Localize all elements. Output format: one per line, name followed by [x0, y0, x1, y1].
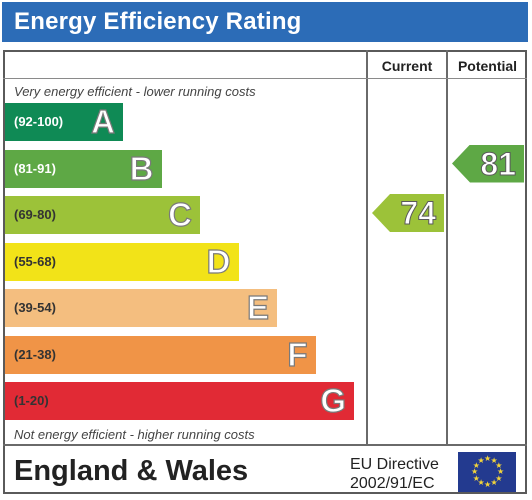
flag-star-icon: ★: [484, 454, 492, 463]
band-range-label: (21-38): [14, 346, 56, 362]
band-range-label: (55-68): [14, 253, 56, 269]
eu-directive-text: EU Directive 2002/91/EC: [350, 455, 439, 493]
note-bottom: Not energy efficient - higher running co…: [14, 427, 255, 442]
footer-divider: [3, 444, 527, 446]
current-rating-arrow: 74: [372, 194, 444, 232]
flag-star-icon: ★: [495, 473, 503, 483]
band-letter: D: [206, 242, 231, 280]
potential-rating-value: 81: [480, 145, 517, 182]
flag-star-icon: ★: [484, 480, 492, 489]
column-divider-current: [366, 50, 368, 445]
band-c: (69-80) C: [5, 195, 200, 234]
chart-title: Energy Efficiency Rating: [14, 8, 302, 35]
band-letter: E: [246, 288, 269, 326]
band-b: (81-91) B: [5, 149, 162, 188]
band-letter: F: [287, 335, 308, 373]
header-bar: Energy Efficiency Rating: [2, 2, 528, 42]
footer-region: England & Wales: [14, 455, 249, 487]
band-d: (55-68) D: [5, 242, 239, 281]
band-letter: G: [320, 381, 347, 419]
band-letter: B: [129, 149, 154, 187]
eu-directive-line2: 2002/91/EC: [350, 475, 435, 492]
band-f: (21-38) F: [5, 335, 316, 374]
band-range-label: (1-20): [14, 393, 49, 408]
band-e: (39-54) E: [5, 288, 277, 327]
flag-star-icon: ★: [471, 467, 479, 476]
band-a: (92-100) A: [5, 102, 123, 141]
band-letter: C: [168, 195, 193, 233]
band-letter: A: [91, 102, 116, 140]
band-range-label: (39-54): [14, 300, 56, 315]
flag-star-icon: ★: [472, 473, 480, 483]
band-range-label: (92-100): [14, 114, 64, 129]
column-header-potential: Potential: [457, 58, 518, 74]
flag-star-icon: ★: [477, 478, 485, 488]
column-header-current: Current: [381, 58, 433, 74]
note-top: Very energy efficient - lower running co…: [14, 84, 256, 99]
flag-star-icon: ★: [477, 455, 485, 465]
eu-flag-icon: ★ ★ ★ ★ ★ ★ ★ ★ ★ ★ ★ ★: [458, 452, 516, 492]
header-row-divider: [3, 78, 527, 79]
flag-star-icon: ★: [497, 467, 505, 476]
flag-star-icon: ★: [472, 460, 480, 470]
flag-star-icon: ★: [495, 460, 503, 470]
rating-frame: [3, 50, 527, 494]
column-divider-potential: [446, 50, 448, 445]
current-rating-value: 74: [400, 195, 437, 232]
eu-directive-line1: EU Directive: [350, 456, 439, 473]
band-range-label: (69-80): [14, 207, 56, 222]
band-g: (1-20) G: [5, 381, 354, 420]
flag-star-icon: ★: [490, 478, 498, 488]
flag-star-icon: ★: [490, 455, 498, 465]
band-range-label: (81-91): [14, 160, 56, 176]
